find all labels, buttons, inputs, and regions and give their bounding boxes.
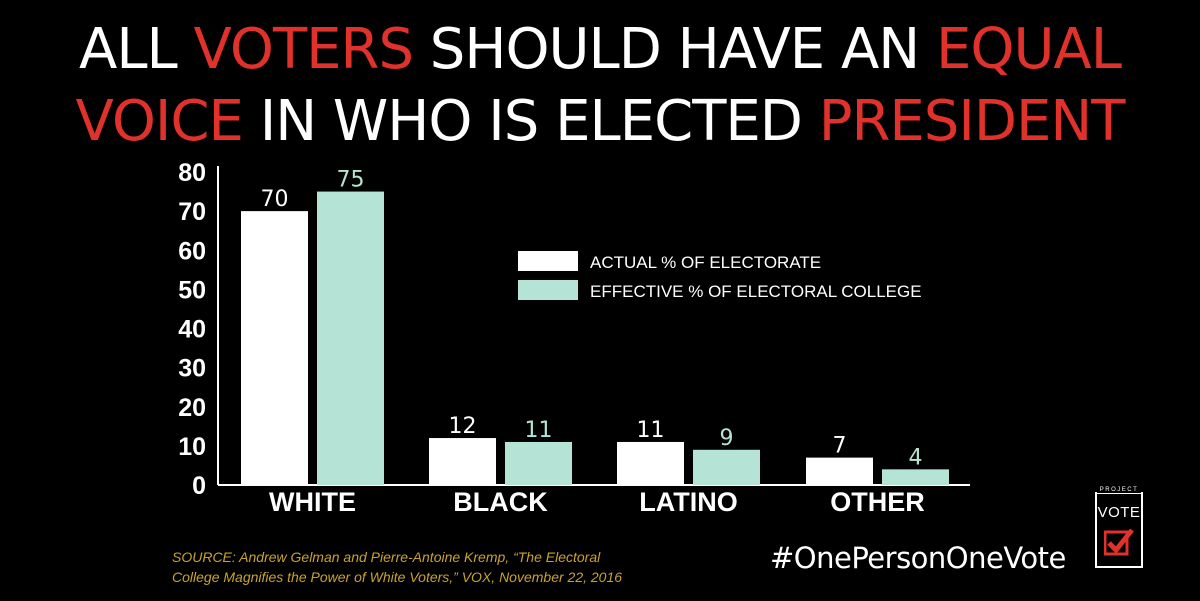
title-line1-segment: ALL <box>79 17 194 82</box>
bar-value-label: 11 <box>637 418 665 443</box>
bar-value-label: 75 <box>337 168 365 193</box>
title-line1-segment: EQUAL <box>935 17 1122 82</box>
bar <box>317 191 384 485</box>
x-category-label: OTHER <box>830 487 925 517</box>
bar <box>429 438 496 485</box>
project-vote-logo: PROJECT VOTE <box>1095 487 1143 568</box>
title-line1-segment: VOTERS <box>193 17 414 82</box>
bar-value-label: 7 <box>833 434 847 459</box>
y-tick-label: 70 <box>178 198 206 226</box>
legend-label: ACTUAL % OF ELECTORATE <box>590 253 821 272</box>
x-category-label: LATINO <box>639 487 737 517</box>
bar-value-label: 70 <box>261 187 289 212</box>
bar <box>806 457 873 485</box>
source-line-1: SOURCE: Andrew Gelman and Pierre-Antoine… <box>172 549 601 565</box>
title-line1-segment: SHOULD HAVE AN <box>413 17 936 82</box>
checkbox-check-icon <box>1104 528 1134 556</box>
title-line2-segment: VOICE <box>75 89 244 154</box>
logo-vote-text: VOTE <box>1097 504 1141 521</box>
y-tick-label: 60 <box>178 237 206 265</box>
title-line-1: ALL VOTERS SHOULD HAVE AN EQUAL <box>0 14 1200 86</box>
hashtag: #OnePersonOneVote <box>770 541 1066 575</box>
y-tick-label: 20 <box>178 394 206 422</box>
x-category-label: BLACK <box>453 487 548 517</box>
y-tick-label: 40 <box>178 316 206 344</box>
source-note: SOURCE: Andrew Gelman and Pierre-Antoine… <box>172 547 642 587</box>
y-tick-label: 80 <box>178 159 206 187</box>
y-tick-label: 30 <box>178 355 206 383</box>
legend-swatch <box>518 280 578 300</box>
bar <box>693 449 760 485</box>
bar <box>882 469 949 485</box>
x-category-label: WHITE <box>269 487 356 517</box>
bar <box>505 441 572 485</box>
bar-value-label: 11 <box>525 418 553 443</box>
y-tick-label: 0 <box>192 472 206 500</box>
bar <box>617 441 684 485</box>
logo-project-text: PROJECT <box>1097 487 1141 493</box>
y-tick-label: 50 <box>178 276 206 304</box>
bar <box>241 211 308 485</box>
title-line2-segment: IN WHO IS ELECTED <box>242 89 819 154</box>
legend-label: EFFECTIVE % OF ELECTORAL COLLEGE <box>590 282 922 301</box>
bar-value-label: 4 <box>909 445 923 470</box>
y-tick-label: 10 <box>178 433 206 461</box>
bar-value-label: 12 <box>449 414 477 439</box>
legend-swatch <box>518 251 578 271</box>
title: ALL VOTERS SHOULD HAVE AN EQUAL VOICE IN… <box>0 14 1200 158</box>
bar-value-label: 9 <box>720 426 734 451</box>
title-line-2: VOICE IN WHO IS ELECTED PRESIDENT <box>0 86 1200 158</box>
source-line-2: College Magnifies the Power of White Vot… <box>172 569 623 585</box>
title-line2-segment: PRESIDENT <box>818 89 1126 154</box>
